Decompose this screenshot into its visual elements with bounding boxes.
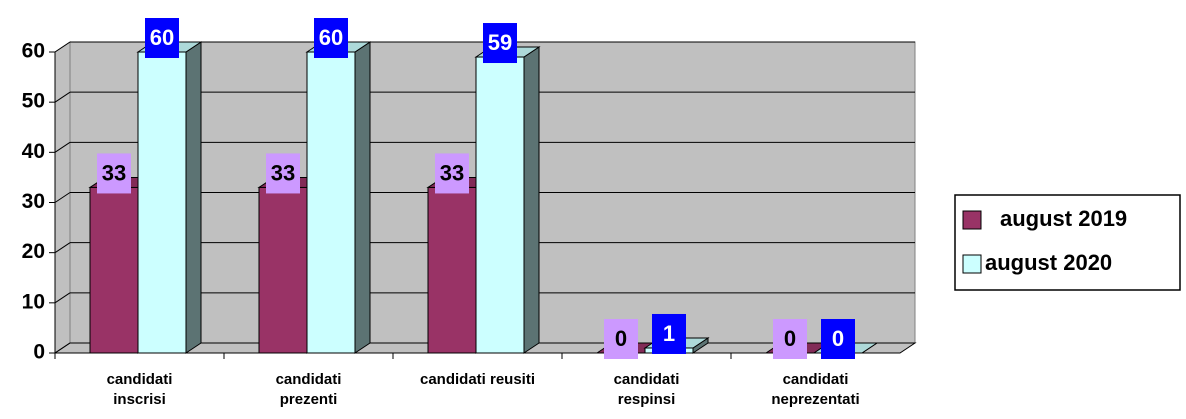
data-label: 59 [488,30,512,55]
data-label: 60 [319,25,343,50]
bar [475,56,525,354]
data-label-box [145,18,179,58]
x-tick-label: candidati inscrisi [106,371,173,408]
bar [258,186,308,354]
bar-side [354,41,371,354]
y-tick-label: 40 [22,140,45,163]
data-label-box [604,319,638,359]
x-tick-label: candidati neprezentati [771,371,860,408]
legend-label: august 2020 [985,250,1112,275]
bar [427,186,477,354]
data-label: 60 [150,25,174,50]
data-label-box [821,319,855,359]
grid-line-side [54,342,71,354]
bar [306,51,356,354]
data-label: 0 [832,326,844,351]
data-label-box [314,18,348,58]
grid-line-side [54,41,71,53]
grid-line-side [54,192,71,203]
data-label-box [652,313,686,354]
data-label: 1 [663,321,675,346]
data-label-box [266,153,300,194]
bar-side [185,41,202,354]
data-label: 33 [102,160,126,185]
data-label: 33 [271,160,295,185]
x-tick-label: candidati respinsi [613,371,680,408]
bar-side [523,46,540,354]
legend-swatch [962,210,982,230]
grid-line-side [54,91,71,103]
y-tick-label: 20 [22,240,45,263]
grid-line-side [54,242,71,254]
x-tick-label: candidati reusiti [419,371,536,388]
x-tick-label: candidati prezenti [275,371,342,408]
legend-label: august 2019 [1000,206,1127,231]
data-label: 33 [440,160,464,185]
bar [137,51,187,354]
bar [89,186,139,354]
y-tick-label: 60 [22,40,45,63]
data-label: 0 [615,326,627,351]
legend-swatch [962,254,982,274]
data-label-box [483,23,517,64]
y-tick-label: 50 [22,90,45,113]
legend-box [954,194,1181,291]
data-label: 0 [784,326,796,351]
data-label-box [97,153,131,194]
y-tick-label: 10 [22,290,45,313]
grid-line-side [54,141,71,153]
y-tick-label: 0 [33,341,45,364]
data-label-box [773,319,807,359]
data-label-box [435,153,469,194]
y-tick-label: 30 [22,190,45,213]
grid-line-side [54,292,71,304]
